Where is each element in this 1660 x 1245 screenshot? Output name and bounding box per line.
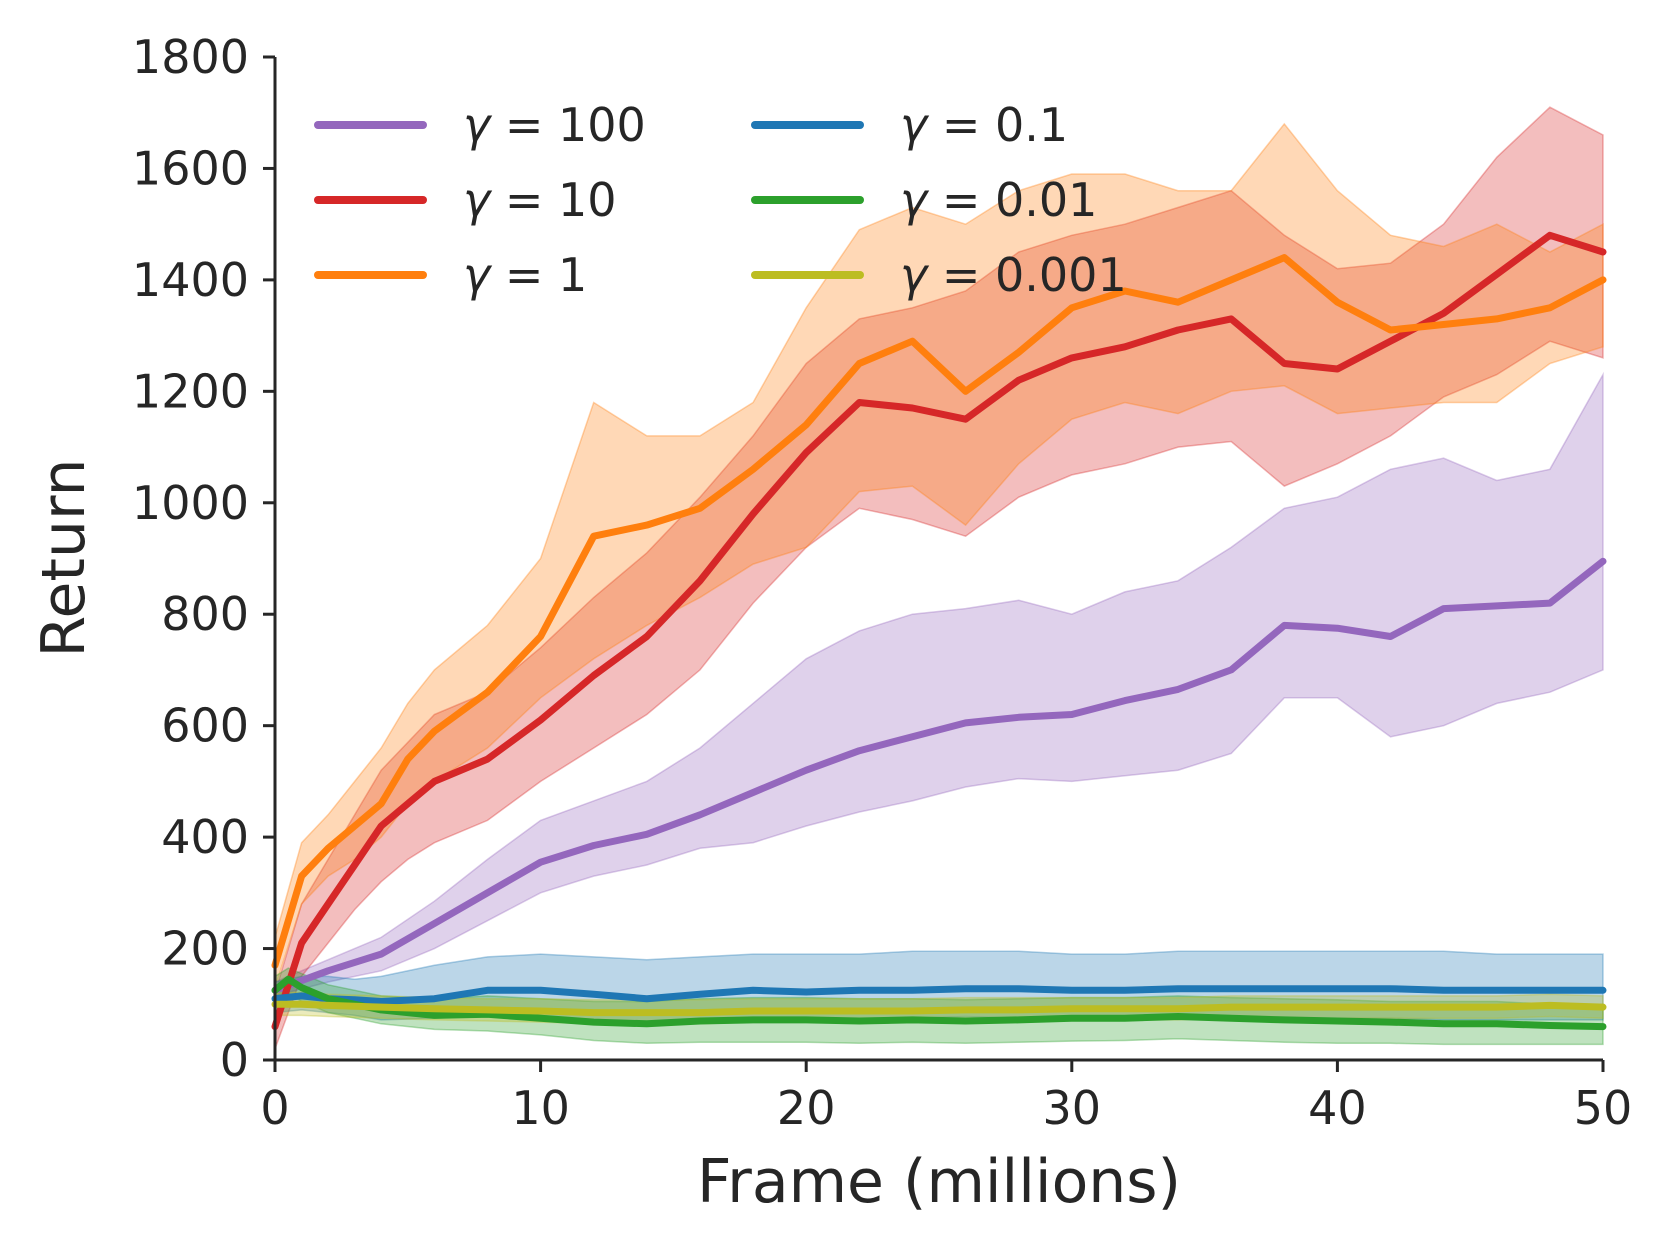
y-tick-label: 1000 bbox=[132, 476, 249, 530]
x-axis-label: Frame (millions) bbox=[697, 1147, 1181, 1217]
y-tick-label: 1600 bbox=[132, 141, 249, 195]
x-ticks: 0 10 20 30 40 50 bbox=[260, 1060, 1632, 1135]
band-gamma-1 bbox=[274, 122, 1604, 988]
band-gamma-10 bbox=[274, 106, 1604, 1050]
legend-item: γ = 0.01 bbox=[751, 173, 1097, 227]
y-ticks: 0 200 400 600 800 1000 1200 1400 1600 1800 bbox=[132, 30, 275, 1087]
x-tick-label: 20 bbox=[777, 1081, 836, 1135]
y-tick-label: 1200 bbox=[132, 364, 249, 418]
legend-label: γ = 10 bbox=[463, 173, 617, 227]
y-tick-label: 1400 bbox=[132, 253, 249, 307]
legend-label: γ = 1 bbox=[463, 248, 587, 302]
y-tick-label: 600 bbox=[161, 699, 249, 753]
legend-item: γ = 1 bbox=[314, 248, 587, 302]
legend-label: γ = 0.01 bbox=[900, 173, 1097, 227]
y-tick-label: 800 bbox=[161, 587, 249, 641]
series-lines bbox=[271, 231, 1607, 1031]
x-tick-label: 50 bbox=[1574, 1081, 1633, 1135]
line-gamma-100 bbox=[271, 557, 1607, 994]
legend-item: γ = 100 bbox=[314, 98, 646, 152]
x-tick-label: 10 bbox=[511, 1081, 570, 1135]
legend-item: γ = 0.1 bbox=[751, 98, 1068, 152]
legend-label: γ = 100 bbox=[463, 98, 646, 152]
line-gamma-1 bbox=[271, 254, 1607, 969]
legend: γ = 100 γ = 10 γ = 1 γ = 0.1 γ = 0.01 γ = 0.0… bbox=[314, 98, 1127, 302]
line-gamma-10 bbox=[271, 231, 1607, 1031]
line-gamma-0_1 bbox=[271, 985, 1607, 1005]
y-tick-label: 200 bbox=[161, 922, 249, 976]
x-tick-label: 30 bbox=[1043, 1081, 1102, 1135]
y-axis-label: Return bbox=[29, 458, 99, 657]
legend-item: γ = 10 bbox=[314, 173, 617, 227]
x-tick-label: 0 bbox=[260, 1081, 289, 1135]
x-tick-label: 40 bbox=[1308, 1081, 1367, 1135]
legend-label: γ = 0.1 bbox=[900, 98, 1068, 152]
line-gamma-0_001 bbox=[271, 1000, 1607, 1017]
y-tick-label: 400 bbox=[161, 810, 249, 864]
axes bbox=[273, 57, 1603, 1062]
y-tick-label: 1800 bbox=[132, 30, 249, 84]
legend-label: γ = 0.001 bbox=[900, 248, 1127, 302]
legend-item: γ = 0.001 bbox=[751, 248, 1127, 302]
y-tick-label: 0 bbox=[220, 1033, 249, 1087]
